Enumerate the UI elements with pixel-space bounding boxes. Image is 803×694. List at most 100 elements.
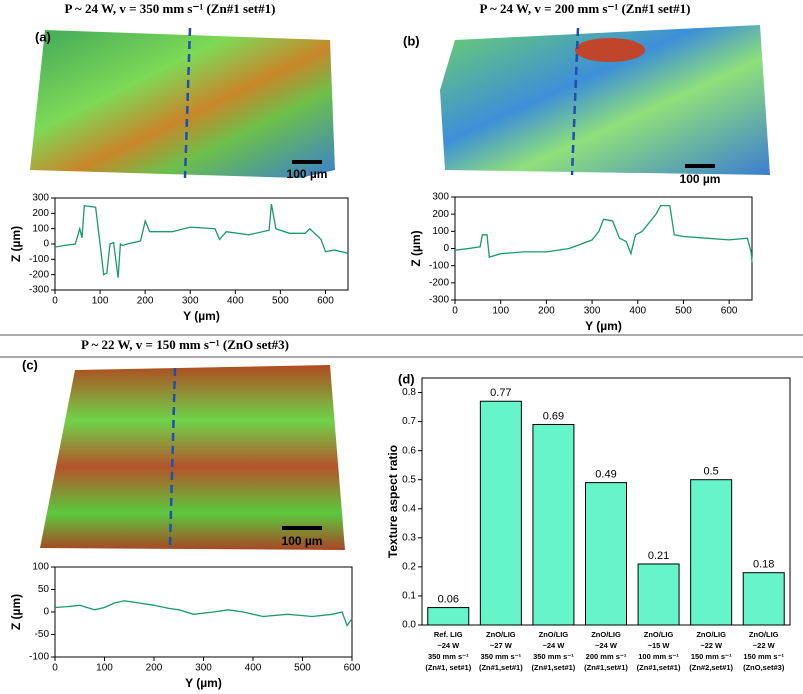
category-label: ~24 W <box>437 641 460 650</box>
x-tick-label: 600 <box>721 306 738 317</box>
category-label: ZnO/LIG <box>486 630 516 639</box>
x-tick-label: 500 <box>294 663 311 674</box>
y-tick-label: 0.1 <box>402 591 416 602</box>
panel-title: P ~ 22 W, v = 150 mm s⁻¹ (ZnO set#3) <box>81 337 289 352</box>
value-label: 0.18 <box>753 559 774 571</box>
bar <box>532 423 575 626</box>
scale-label: 100 µm <box>282 534 323 548</box>
y-tick-label: 100 <box>32 223 49 234</box>
surface-image <box>440 25 770 175</box>
y-tick-label: 0.7 <box>402 416 416 427</box>
y-tick-label: 200 <box>432 209 449 220</box>
category-label: ~22 W <box>700 641 723 650</box>
y-tick-label: -300 <box>29 285 49 296</box>
y-tick-label: 0.0 <box>402 620 416 631</box>
x-tick-label: 0 <box>52 663 58 674</box>
value-label: 0.5 <box>703 466 718 478</box>
surface-feature <box>575 38 645 62</box>
category-label: (Zn#1,set#1) <box>584 663 628 672</box>
y-tick-label: 0.4 <box>402 503 416 514</box>
bar <box>479 400 522 626</box>
category-label: ~27 W <box>490 641 513 650</box>
y-tick-label: 200 <box>32 208 49 219</box>
x-axis-label: Y (µm) <box>183 309 220 323</box>
surface-image <box>30 30 335 178</box>
y-tick-label: 0 <box>43 607 49 618</box>
y-tick-label: 0 <box>43 239 49 250</box>
category-label: ZnO/LIG <box>644 630 674 639</box>
x-tick-label: 200 <box>146 663 163 674</box>
x-axis-label: Y (µm) <box>185 676 222 690</box>
x-tick-label: 600 <box>317 296 334 307</box>
y-tick-label: 0.2 <box>402 562 416 573</box>
panel-label: (a) <box>35 29 51 44</box>
category-label: 200 mm s⁻¹ <box>586 652 627 661</box>
y-tick-label: -300 <box>429 295 449 306</box>
category-label: ~15 W <box>648 641 671 650</box>
category-label: (Zn#1,set#1) <box>479 663 523 672</box>
x-tick-label: 100 <box>92 296 109 307</box>
cut-line <box>570 27 580 176</box>
bar <box>742 572 785 626</box>
category-label: 350 mm s⁻¹ <box>533 652 574 661</box>
y-tick-label: 50 <box>38 584 50 595</box>
category-label: ZnO/LIG <box>696 630 726 639</box>
plot-frame <box>54 197 349 291</box>
value-label: 0.21 <box>648 550 669 562</box>
category-label: (Zn#1, set#1) <box>425 663 471 672</box>
y-tick-label: -200 <box>29 269 49 280</box>
y-tick-label: 0 <box>443 243 449 254</box>
x-tick-label: 0 <box>52 296 58 307</box>
y-tick-label: -100 <box>29 652 49 663</box>
profile-line <box>54 203 349 278</box>
y-axis-label: Z (µm) <box>9 594 23 630</box>
y-tick-label: 100 <box>32 562 49 573</box>
category-label: ~24 W <box>542 641 565 650</box>
panel-title: P ~ 24 W, v = 200 mm s⁻¹ (Zn#1 set#1) <box>480 1 691 16</box>
x-tick-label: 400 <box>629 306 646 317</box>
category-label: (Zn#1,set#1) <box>532 663 576 672</box>
x-tick-label: 400 <box>245 663 262 674</box>
y-tick-label: -200 <box>429 277 449 288</box>
x-tick-label: 500 <box>675 306 692 317</box>
y-tick-label: 0.5 <box>402 474 416 485</box>
x-tick-label: 300 <box>182 296 199 307</box>
plot-frame <box>54 566 353 658</box>
x-tick-label: 200 <box>538 306 555 317</box>
plot-frame <box>454 196 753 301</box>
y-tick-label: -100 <box>29 254 49 265</box>
surface-image <box>40 365 345 550</box>
category-label: ~24 W <box>595 641 618 650</box>
value-label: 0.69 <box>543 410 564 422</box>
category-label: (ZnO,set#3) <box>743 663 785 672</box>
y-tick-label: 300 <box>32 193 49 204</box>
scale-label: 100 µm <box>287 167 328 181</box>
y-tick-label: -100 <box>429 260 449 271</box>
category-label: (Zn#1,set#1) <box>637 663 681 672</box>
x-tick-label: 100 <box>492 306 509 317</box>
category-label: ZnO/LIG <box>749 630 779 639</box>
value-label: 0.06 <box>438 593 459 605</box>
scale-label: 100 µm <box>680 172 721 186</box>
category-label: 100 mm s⁻¹ <box>638 652 679 661</box>
x-tick-label: 600 <box>344 663 361 674</box>
y-tick-label: 0.3 <box>402 532 416 543</box>
category-label: Ref. LIG <box>434 630 463 639</box>
x-tick-label: 300 <box>195 663 212 674</box>
category-label: 350 mm s⁻¹ <box>481 652 522 661</box>
category-label: 350 mm s⁻¹ <box>428 652 469 661</box>
bar <box>637 563 680 626</box>
panel-label: (d) <box>398 371 415 386</box>
category-label: ZnO/LIG <box>591 630 621 639</box>
cut-line <box>168 367 177 546</box>
category-label: 150 mm s⁻¹ <box>743 652 784 661</box>
category-label: (Zn#2,set#1) <box>689 663 733 672</box>
value-label: 0.49 <box>595 469 616 481</box>
x-tick-label: 300 <box>584 306 601 317</box>
x-axis-label: Y (µm) <box>585 319 622 333</box>
category-label: ZnO/LIG <box>539 630 569 639</box>
y-tick-label: 100 <box>432 226 449 237</box>
bar <box>427 607 470 626</box>
y-tick-label: 0.6 <box>402 445 416 456</box>
